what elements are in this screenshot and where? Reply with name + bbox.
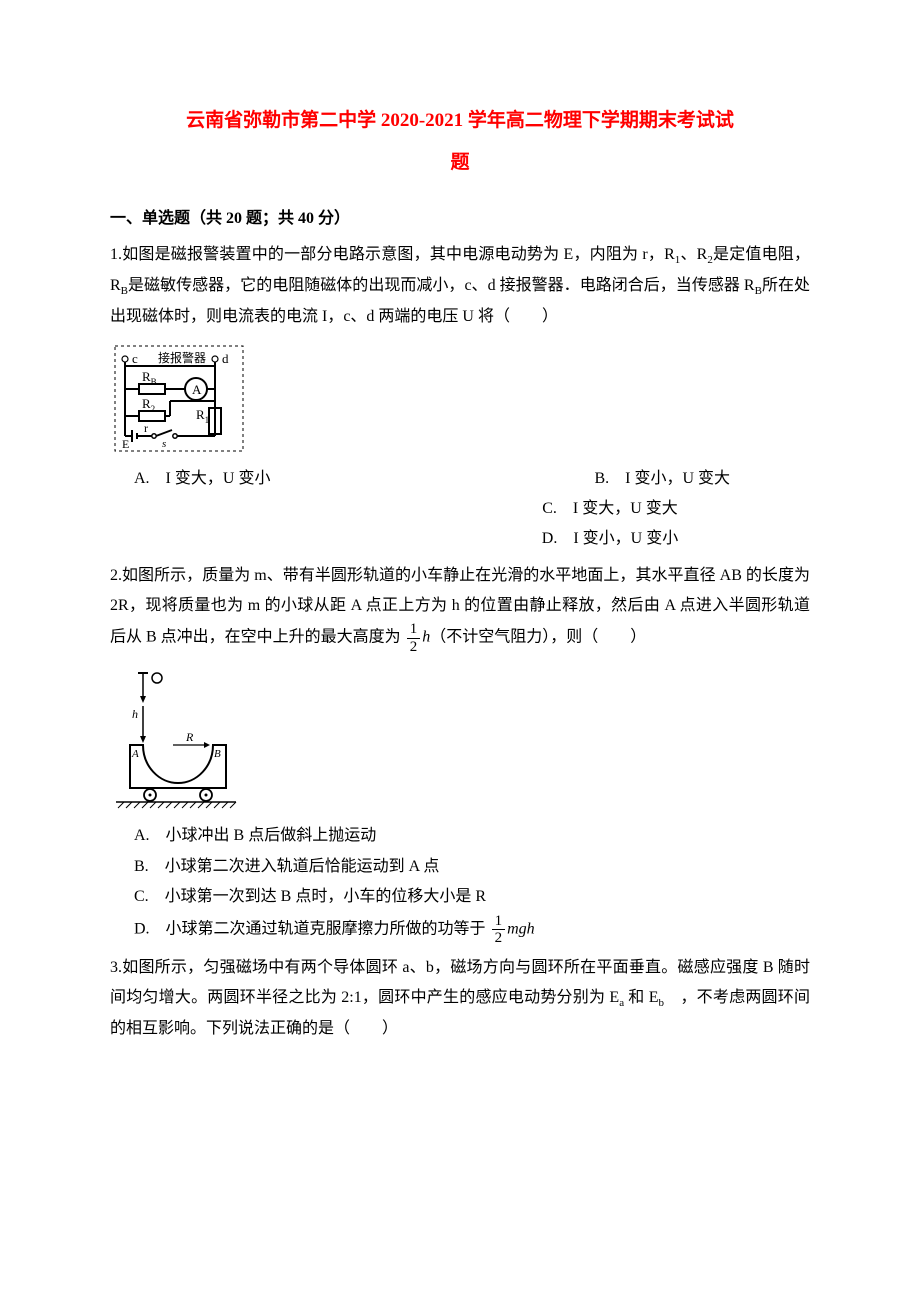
svg-text:r: r: [144, 421, 148, 435]
question-1: 1.如图是磁报警装置中的一部分电路示意图，其中电源电动势为 E，内阻为 r，R1…: [110, 240, 810, 555]
svg-text:E: E: [122, 437, 129, 451]
question-2-figure: h R A B: [110, 663, 810, 813]
question-1-options: A. I 变大，U 变小 B. I 变小，U 变大 C. I 变大，U 变大 D…: [110, 464, 810, 555]
svg-text:R1: R1: [196, 407, 209, 425]
title-line-1: 云南省弥勒市第二中学 2020-2021 学年高二物理下学期期末考试试: [186, 110, 734, 131]
q2-option-c: C. 小球第一次到达 B 点时，小车的位移大小是 R: [134, 882, 810, 912]
q1-option-c: C. I 变大，U 变大: [110, 494, 810, 524]
section-header: 一、单选题（共 20 题；共 40 分）: [110, 204, 810, 234]
svg-text:A: A: [192, 382, 202, 397]
q2-option-b: B. 小球第二次进入轨道后恰能运动到 A 点: [134, 852, 810, 882]
question-2-options: A. 小球冲出 B 点后做斜上抛运动 B. 小球第二次进入轨道后恰能运动到 A …: [110, 821, 810, 946]
svg-text:s: s: [162, 438, 166, 450]
q1-option-d: D. I 变小，U 变小: [110, 524, 810, 554]
q1-option-a: A. I 变大，U 变小: [134, 464, 270, 494]
question-1-text: 1.如图是磁报警装置中的一部分电路示意图，其中电源电动势为 E，内阻为 r，R1…: [110, 240, 810, 333]
q1-option-b: B. I 变小，U 变大: [594, 464, 810, 494]
svg-text:B: B: [214, 748, 221, 760]
question-2-text: 2.如图所示，质量为 m、带有半圆形轨道的小车静止在光滑的水平地面上，其水平直径…: [110, 561, 810, 656]
svg-text:c: c: [132, 351, 138, 366]
svg-text:d: d: [222, 351, 229, 366]
title-line-2: 题: [450, 152, 469, 173]
question-2: 2.如图所示，质量为 m、带有半圆形轨道的小车静止在光滑的水平地面上，其水平直径…: [110, 561, 810, 947]
svg-text:R: R: [185, 730, 194, 744]
question-3: 3.如图所示，匀强磁场中有两个导体圆环 a、b，磁场方向与圆环所在平面垂直。磁感…: [110, 953, 810, 1045]
question-3-text: 3.如图所示，匀强磁场中有两个导体圆环 a、b，磁场方向与圆环所在平面垂直。磁感…: [110, 953, 810, 1045]
svg-text:A: A: [131, 748, 139, 760]
svg-text:h: h: [132, 707, 138, 721]
svg-text:接报警器: 接报警器: [158, 350, 206, 365]
q2-option-a: A. 小球冲出 B 点后做斜上抛运动: [134, 821, 810, 851]
q2-option-d: D. 小球第二次通过轨道克服摩擦力所做的功等于 12mgh: [134, 913, 810, 947]
question-1-figure: c d 接报警器 RB A R2: [110, 341, 810, 456]
